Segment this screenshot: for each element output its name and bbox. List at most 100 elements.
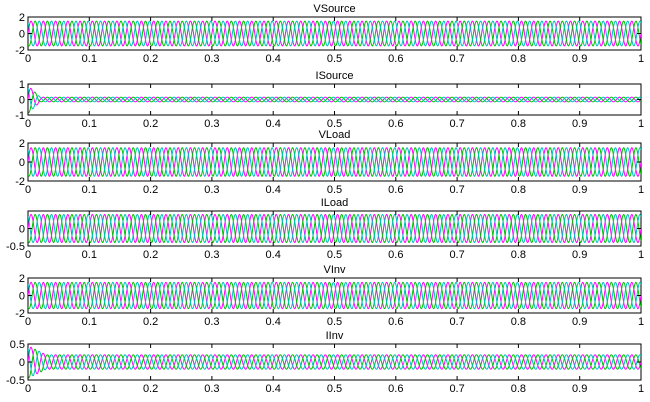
x-tick-label: 0.5	[327, 184, 342, 196]
y-tick-label: -0.5	[6, 375, 25, 387]
x-tick-label: 0.5	[327, 118, 342, 130]
y-tick-label: -1	[15, 110, 25, 122]
y-tick-label: 0.5	[10, 339, 25, 351]
x-tick-label: 0	[25, 249, 31, 261]
series-line-3	[28, 347, 641, 377]
series-line-3	[28, 281, 641, 310]
subplot-6: 0 0.1 0.2 0.3 0.4 0.5 0.6 0.7 0.8 0.9 10.50-0.5IIn…	[6, 330, 644, 395]
y-tick-label: 2	[19, 273, 25, 285]
x-tick-label: 0.9	[572, 316, 587, 328]
series-line-2	[28, 20, 641, 47]
series-line-1	[28, 20, 641, 47]
x-tick-label: 0.3	[204, 316, 219, 328]
series-line-2	[28, 213, 641, 244]
series-line-2	[28, 281, 641, 310]
x-tick-label: 0.3	[204, 118, 219, 130]
series-line-2	[28, 348, 641, 379]
x-tick-label: 1	[638, 249, 644, 261]
x-tick-label: 0.4	[266, 184, 281, 196]
x-tick-label: 0.8	[511, 383, 526, 395]
y-tick-label: 0	[19, 29, 25, 41]
x-tick-label: 0	[25, 184, 31, 196]
x-tick-label: 0.6	[388, 383, 403, 395]
x-tick-label: 0.6	[388, 118, 403, 130]
subplot-title: IInv	[326, 330, 344, 342]
x-tick-label: 0.2	[143, 184, 158, 196]
subplot-title: ISource	[316, 70, 354, 82]
x-tick-label: 0.8	[511, 316, 526, 328]
x-tick-label: 0.5	[327, 383, 342, 395]
series-line-3	[28, 87, 641, 110]
x-tick-label: 0.8	[511, 249, 526, 261]
x-tick-label: 0.4	[266, 249, 281, 261]
series-line-3	[28, 147, 641, 177]
y-tick-label: -2	[15, 176, 25, 188]
x-tick-label: 0.7	[449, 316, 464, 328]
x-tick-label: 0.3	[204, 53, 219, 65]
subplot-title: ILoad	[321, 197, 349, 209]
x-tick-label: 1	[638, 184, 644, 196]
x-tick-label: 0.9	[572, 184, 587, 196]
x-tick-label: 0.7	[449, 118, 464, 130]
x-tick-label: 0.6	[388, 184, 403, 196]
y-tick-label: 0	[19, 157, 25, 169]
y-tick-label: 1	[19, 79, 25, 91]
series-line-1	[28, 213, 641, 244]
x-tick-label: 0.4	[266, 53, 281, 65]
x-tick-label: 0.2	[143, 383, 158, 395]
x-tick-label: 0.9	[572, 249, 587, 261]
x-tick-label: 0.3	[204, 383, 219, 395]
y-tick-label: 0	[19, 224, 25, 236]
x-tick-label: 1	[638, 316, 644, 328]
x-tick-label: 0.1	[82, 53, 97, 65]
subplot-title: VInv	[323, 264, 346, 276]
x-tick-label: 0.7	[449, 184, 464, 196]
x-tick-label: 0	[25, 53, 31, 65]
x-tick-label: 0.2	[143, 118, 158, 130]
x-tick-label: 0.5	[327, 249, 342, 261]
x-tick-label: 0.7	[449, 249, 464, 261]
x-tick-label: 0.6	[388, 249, 403, 261]
x-tick-label: 0.1	[82, 118, 97, 130]
x-tick-label: 0.6	[388, 316, 403, 328]
x-tick-label: 1	[638, 118, 644, 130]
x-tick-label: 0.9	[572, 383, 587, 395]
y-tick-label: -0.5	[6, 241, 25, 253]
x-tick-label: 0.8	[511, 184, 526, 196]
x-tick-label: 0.1	[82, 316, 97, 328]
series-line-1	[28, 281, 641, 310]
x-tick-label: 0.3	[204, 184, 219, 196]
subplot-title: VLoad	[319, 129, 351, 141]
series-line-1	[28, 87, 641, 106]
y-tick-label: 0	[19, 291, 25, 303]
x-tick-label: 0.4	[266, 316, 281, 328]
x-tick-label: 0.4	[266, 118, 281, 130]
series-line-2	[28, 147, 641, 177]
series-line-3	[28, 213, 641, 244]
y-tick-label: 0	[19, 357, 25, 369]
y-tick-label: -2	[15, 45, 25, 57]
x-tick-label: 1	[638, 383, 644, 395]
y-tick-label: 2	[19, 12, 25, 24]
x-tick-label: 0.8	[511, 118, 526, 130]
x-tick-label: 0.3	[204, 249, 219, 261]
series-line-2	[28, 91, 641, 114]
x-tick-label: 0	[25, 316, 31, 328]
x-tick-label: 0	[25, 118, 31, 130]
x-tick-label: 0.7	[449, 383, 464, 395]
x-tick-label: 0.9	[572, 118, 587, 130]
y-tick-label: 2	[19, 138, 25, 150]
x-tick-label: 0.1	[82, 184, 97, 196]
series-line-1	[28, 346, 641, 375]
x-tick-label: 0	[25, 383, 31, 395]
x-tick-label: 1	[638, 53, 644, 65]
x-tick-label: 0.2	[143, 53, 158, 65]
x-tick-label: 0.2	[143, 316, 158, 328]
x-tick-label: 0.8	[511, 53, 526, 65]
x-tick-label: 0.7	[449, 53, 464, 65]
x-tick-label: 0.5	[327, 316, 342, 328]
